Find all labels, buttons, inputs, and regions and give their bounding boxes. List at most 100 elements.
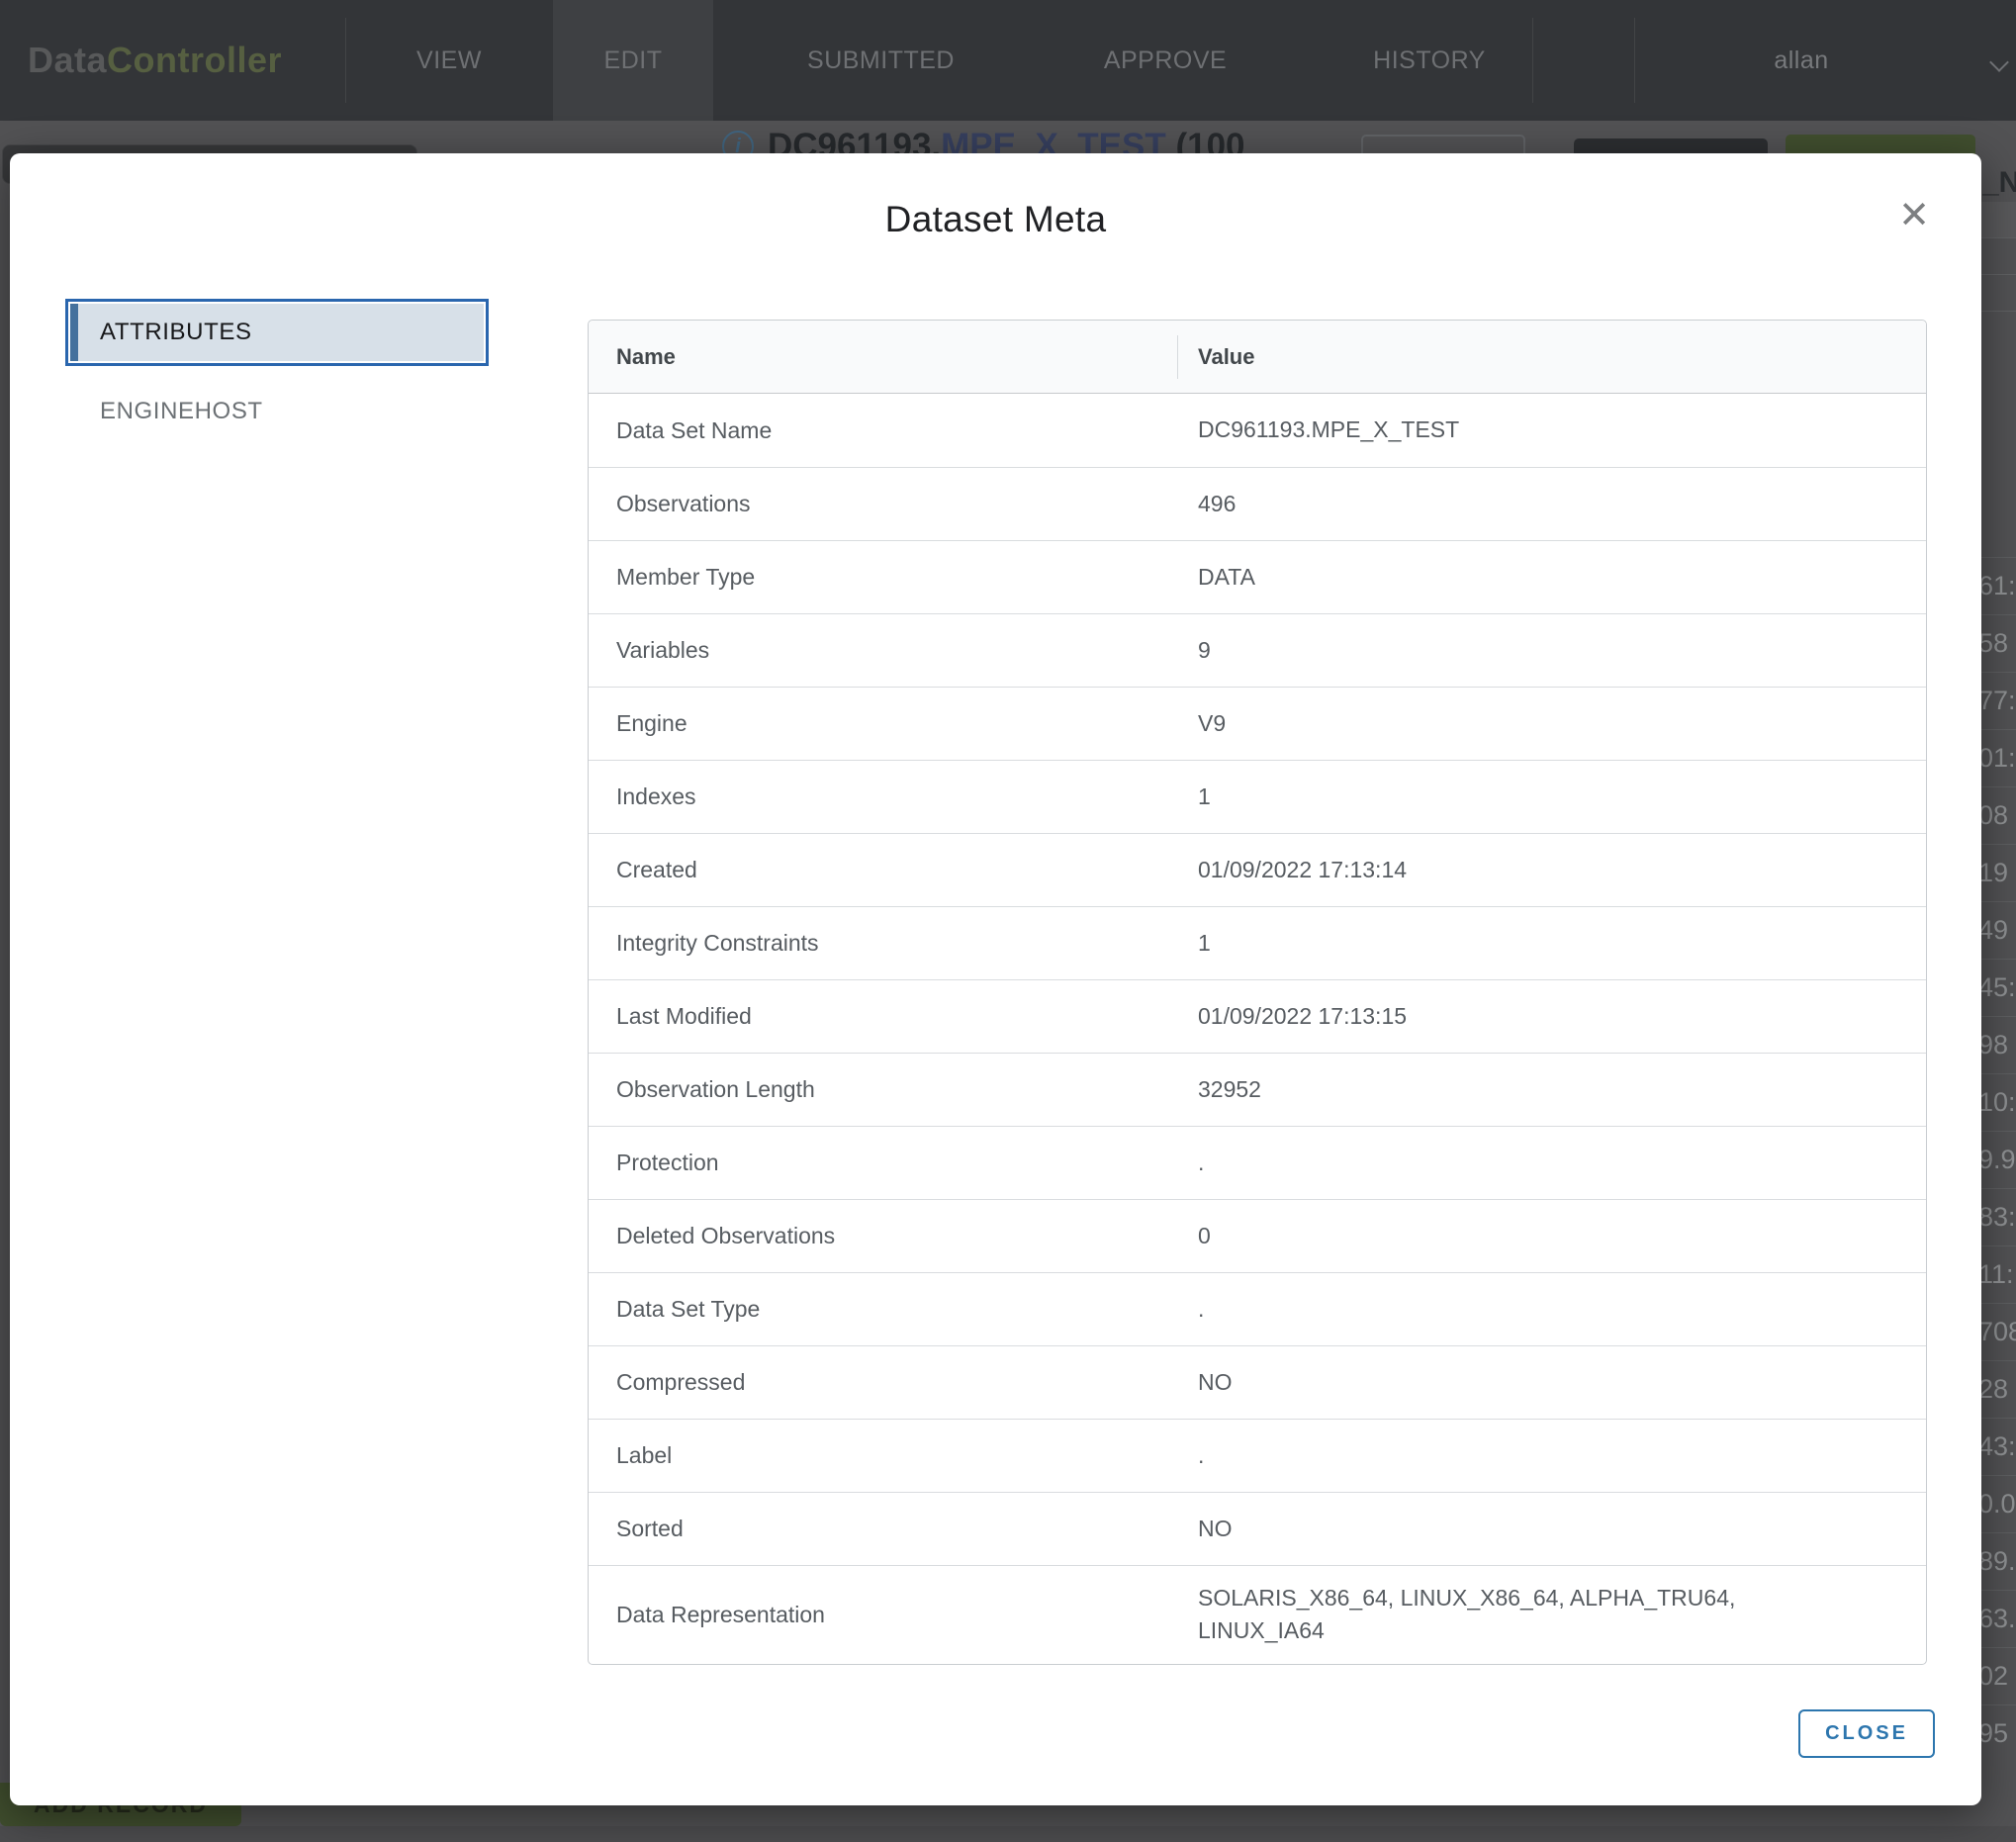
background-cell-fragment: 02 xyxy=(1978,1647,2016,1704)
background-footer-strip xyxy=(0,1826,2016,1842)
background-cell-fragment: 77: xyxy=(1978,672,2016,729)
tab-attributes-label: ATTRIBUTES xyxy=(70,304,484,361)
attribute-name: Data Set Type xyxy=(616,1296,761,1322)
tab-enginehost[interactable]: ENGINEHOST xyxy=(100,398,263,424)
dataset-meta-modal: Dataset Meta ✕ ATTRIBUTES ENGINEHOST Nam… xyxy=(10,153,1981,1805)
column-header-name: Name xyxy=(616,343,676,369)
logo-part-controller: Controller xyxy=(107,40,283,80)
nav-item-view[interactable]: VIEW xyxy=(416,46,482,74)
nav-divider xyxy=(345,18,346,103)
chevron-down-icon xyxy=(1989,52,2009,72)
attribute-name: Sorted xyxy=(616,1516,684,1541)
close-button[interactable]: CLOSE xyxy=(1798,1709,1935,1758)
background-cell-fragment: 11: xyxy=(1978,1245,2016,1303)
background-cell-fragment: 49 xyxy=(1978,901,2016,959)
modal-title: Dataset Meta xyxy=(884,199,1107,239)
attribute-name: Indexes xyxy=(616,783,696,809)
nav-divider xyxy=(1634,18,1635,103)
nav-item-submitted[interactable]: SUBMITTED xyxy=(807,46,955,74)
attribute-value: NO xyxy=(1198,1515,1233,1541)
background-cell-fragment: 95 xyxy=(1978,1704,2016,1762)
table-row: Member Type DATA xyxy=(589,540,1926,613)
background-cell-fragment: 9.9 xyxy=(1978,1131,2016,1188)
background-column-header-fragment: _N xyxy=(1982,166,2016,199)
background-grid-row xyxy=(1981,202,2016,238)
attribute-value: 0 xyxy=(1198,1222,1211,1248)
attribute-value: . xyxy=(1198,1441,1205,1468)
table-row: Sorted NO xyxy=(589,1492,1926,1565)
table-row: Label. xyxy=(589,1419,1926,1492)
attribute-name: Integrity Constraints xyxy=(616,930,819,956)
close-icon[interactable]: ✕ xyxy=(1898,195,1930,236)
table-row: Engine V9 xyxy=(589,687,1926,760)
background-cell-fragment: 10: xyxy=(1978,1073,2016,1131)
table-row: Data Set Type. xyxy=(589,1272,1926,1345)
table-row: Protection. xyxy=(589,1126,1926,1199)
attribute-value: DC961193.MPE_X_TEST xyxy=(1198,416,1460,443)
background-cell-fragment: 01: xyxy=(1978,729,2016,786)
attribute-name: Data Set Name xyxy=(616,416,773,443)
table-row: Indexes 1 xyxy=(589,760,1926,833)
attribute-value: V9 xyxy=(1198,709,1227,736)
tab-attributes[interactable]: ATTRIBUTES xyxy=(65,299,489,366)
nav-item-edit[interactable]: EDIT xyxy=(553,0,713,121)
attribute-value: 01/09/2022 17:13:14 xyxy=(1198,856,1408,882)
table-row: Integrity Constraints 1 xyxy=(589,906,1926,979)
table-row: Deleted Observations 0 xyxy=(589,1199,1926,1272)
background-cell-fragment: 83: xyxy=(1978,1188,2016,1245)
attribute-value: 1 xyxy=(1198,783,1211,809)
attribute-value: 01/09/2022 17:13:15 xyxy=(1198,1002,1408,1029)
attributes-table: Name Value Data Set Name DC961193.MPE_X_T… xyxy=(588,320,1927,1665)
attribute-value: NO xyxy=(1198,1368,1233,1395)
column-header-value: Value xyxy=(1198,343,1255,369)
nav-item-history[interactable]: HISTORY xyxy=(1373,46,1486,74)
user-menu[interactable]: allan xyxy=(1774,46,1829,74)
attribute-name: Label xyxy=(616,1442,673,1468)
background-cell-fragment: 98 xyxy=(1978,1016,2016,1073)
background-cell-fragment: 08 xyxy=(1978,786,2016,844)
attribute-name: Observations xyxy=(616,491,751,516)
background-cell-fragment: 708 xyxy=(1978,1303,2016,1360)
table-row: Observation Length 32952 xyxy=(589,1053,1926,1126)
table-row: Data Representation SOLARIS_X86_64, LINUX… xyxy=(589,1565,1926,1664)
attribute-value: 1 xyxy=(1198,929,1211,956)
attribute-name: Created xyxy=(616,857,697,882)
background-cell-fragment: 19 xyxy=(1978,844,2016,901)
attribute-name: Protection xyxy=(616,1150,719,1175)
attribute-value: SOLARIS_X86_64, LINUX_X86_64, ALPHA_TRU6… xyxy=(1198,1585,1736,1644)
app-logo[interactable]: Data Controller xyxy=(28,0,282,121)
background-cell-fragment: 61: xyxy=(1978,557,2016,614)
background-cell-fragment: 28 xyxy=(1978,1360,2016,1418)
attribute-value: DATA xyxy=(1198,563,1255,590)
header-divider xyxy=(1177,334,1178,379)
background-grid-row xyxy=(1981,275,2016,312)
table-row: Observations 496 xyxy=(589,467,1926,540)
attribute-name: Engine xyxy=(616,710,687,736)
attribute-value: 496 xyxy=(1198,490,1237,516)
background-grid-rows xyxy=(1981,202,2016,312)
top-navbar: Data Controller VIEW EDIT SUBMITTED APPROVE H… xyxy=(0,0,2016,121)
nav-item-approve[interactable]: APPROVE xyxy=(1103,46,1228,74)
attribute-name: Deleted Observations xyxy=(616,1223,836,1248)
attribute-value: . xyxy=(1198,1149,1205,1175)
background-cell-fragment: 45: xyxy=(1978,959,2016,1016)
table-row: Data Set Name DC961193.MPE_X_TEST xyxy=(589,394,1926,467)
table-row: Compressed NO xyxy=(589,1345,1926,1419)
table-body: Data Set Name DC961193.MPE_X_TEST Observat… xyxy=(589,394,1926,1664)
attribute-name: Data Representation xyxy=(616,1601,825,1627)
nav-divider xyxy=(1532,18,1533,103)
background-cell-fragment: 58 xyxy=(1978,614,2016,672)
background-cell-fragment: 89. xyxy=(1978,1532,2016,1590)
attribute-name: Variables xyxy=(616,637,710,663)
modal-tab-list: ATTRIBUTES ENGINEHOST xyxy=(65,299,489,425)
attribute-value: 9 xyxy=(1198,636,1211,663)
table-header: Name Value xyxy=(589,321,1926,394)
background-cell-fragment: 43: xyxy=(1978,1418,2016,1475)
attribute-value: . xyxy=(1198,1295,1205,1322)
attribute-name: Compressed xyxy=(616,1369,746,1395)
attribute-name: Last Modified xyxy=(616,1003,752,1029)
attribute-value: 32952 xyxy=(1198,1075,1261,1102)
background-cell-fragment: 63. xyxy=(1978,1590,2016,1647)
background-cell-fragment: 0.0 xyxy=(1978,1475,2016,1532)
table-row: Last Modified 01/09/2022 17:13:15 xyxy=(589,979,1926,1053)
